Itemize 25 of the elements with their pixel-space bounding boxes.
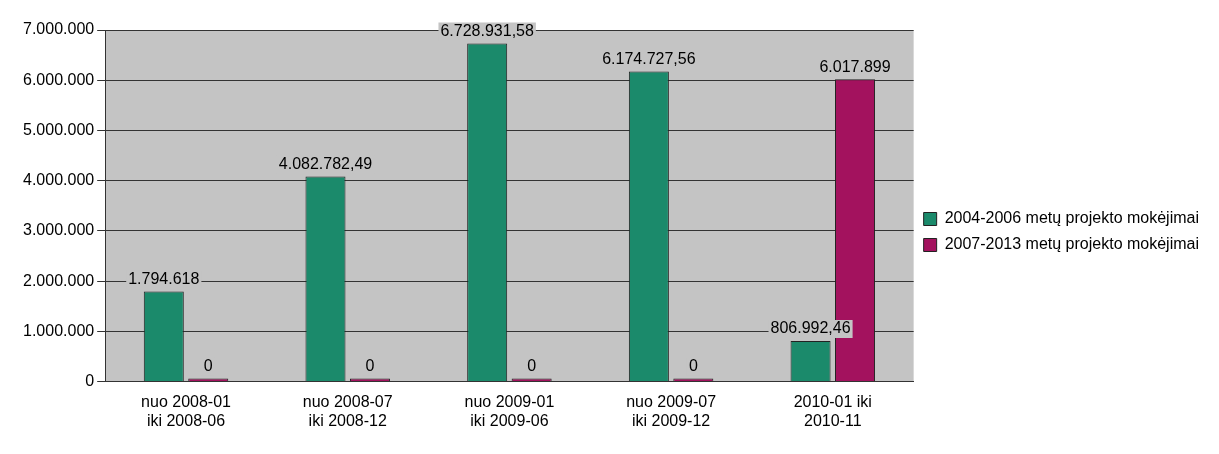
data-label: 0 <box>365 357 375 375</box>
data-label: 0 <box>527 357 537 375</box>
x-tick-label: nuo 2008-01 iki 2008-06 <box>141 392 232 429</box>
legend-label: 2007-2013 metų projekto mokėjimai <box>944 235 1199 253</box>
y-tick-label: 3.000.000 <box>22 221 95 239</box>
y-tick-label: 0 <box>85 372 95 390</box>
data-label: 6.174.727,56 <box>602 49 696 67</box>
legend-label: 2004-2006 metų projekto mokėjimai <box>944 209 1199 227</box>
y-tick-label: 5.000.000 <box>22 120 95 138</box>
data-label: 6.728.931,58 <box>440 22 534 40</box>
x-tick-label: nuo 2008-07 iki 2008-12 <box>302 392 393 429</box>
data-label: 6.017.899 <box>819 57 891 75</box>
x-tick-label: 2010-01 iki 2010-11 <box>793 392 872 429</box>
data-label: 4.082.782,49 <box>278 154 373 172</box>
x-tick-label: nuo 2009-01 iki 2009-06 <box>464 392 555 429</box>
data-label: 0 <box>688 357 698 375</box>
data-label: 1.794.618 <box>128 269 200 287</box>
y-tick-label: 1.000.000 <box>22 321 95 339</box>
y-tick-label: 6.000.000 <box>22 70 95 88</box>
y-tick-label: 2.000.000 <box>22 271 95 289</box>
y-tick-label: 7.000.000 <box>22 20 95 38</box>
data-label: 0 <box>203 357 213 375</box>
y-tick-label: 4.000.000 <box>22 171 95 189</box>
data-label: 806.992,46 <box>770 319 851 337</box>
x-tick-label: nuo 2009-07 iki 2009-12 <box>626 392 717 429</box>
